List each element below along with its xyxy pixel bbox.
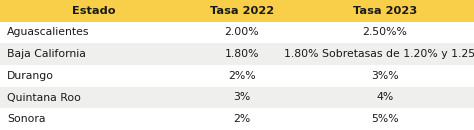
Bar xyxy=(0,108,474,130)
Text: Aguascalientes: Aguascalientes xyxy=(7,28,90,37)
Text: 1.80%: 1.80% xyxy=(225,49,259,59)
Text: 1.80% Sobretasas de 1.20% y 1.25%: 1.80% Sobretasas de 1.20% y 1.25% xyxy=(284,49,474,59)
Text: 5%%: 5%% xyxy=(371,114,399,124)
Bar xyxy=(0,43,474,65)
Text: 2.00%: 2.00% xyxy=(224,28,259,37)
Bar xyxy=(0,65,474,87)
Text: 3%: 3% xyxy=(233,93,250,102)
Text: Baja California: Baja California xyxy=(7,49,86,59)
Text: Sonora: Sonora xyxy=(7,114,46,124)
Text: 4%: 4% xyxy=(376,93,393,102)
Bar xyxy=(0,87,474,108)
Text: Quintana Roo: Quintana Roo xyxy=(7,93,81,102)
Text: Estado: Estado xyxy=(72,6,115,16)
Text: 2%: 2% xyxy=(233,114,250,124)
Text: Tasa 2022: Tasa 2022 xyxy=(210,6,274,16)
Text: 2.50%%: 2.50%% xyxy=(363,28,407,37)
Text: 3%%: 3%% xyxy=(371,71,399,81)
Bar xyxy=(0,0,474,22)
Bar xyxy=(0,22,474,43)
Text: 2%%: 2%% xyxy=(228,71,255,81)
Text: Durango: Durango xyxy=(7,71,54,81)
Text: Tasa 2023: Tasa 2023 xyxy=(353,6,417,16)
